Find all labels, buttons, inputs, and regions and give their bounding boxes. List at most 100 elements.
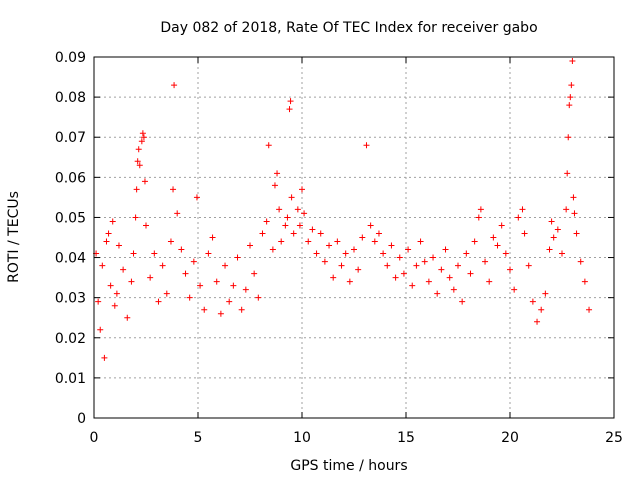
data-point: [384, 262, 391, 269]
data-point: [113, 290, 120, 297]
data-point: [130, 250, 137, 257]
data-point: [124, 314, 131, 321]
data-point: [569, 58, 576, 65]
data-point: [205, 250, 212, 257]
x-axis-label: GPS time / hours: [290, 458, 407, 474]
data-point: [548, 218, 555, 225]
data-point: [486, 278, 493, 285]
data-point: [105, 230, 112, 237]
data-point: [380, 250, 387, 257]
data-point: [111, 302, 118, 309]
plot-frame: [93, 56, 615, 419]
data-point: [351, 246, 357, 253]
data-point: [450, 286, 457, 293]
data-point: [222, 262, 229, 269]
data-point: [287, 98, 294, 105]
data-point: [132, 214, 139, 221]
data-point: [467, 270, 474, 277]
data-point: [570, 194, 577, 201]
y-tick-label: 0.03: [55, 291, 86, 307]
data-point: [170, 186, 177, 193]
x-tick-label: 10: [293, 430, 311, 446]
data-point: [136, 162, 143, 169]
data-point: [459, 298, 466, 305]
data-point: [494, 242, 501, 249]
data-point: [115, 242, 122, 249]
data-point: [255, 294, 262, 301]
data-point: [274, 170, 281, 177]
data-point: [238, 306, 245, 313]
data-point: [155, 298, 162, 305]
data-point: [197, 282, 204, 289]
data-point: [550, 234, 557, 241]
data-point: [109, 218, 116, 225]
data-point: [392, 274, 399, 281]
data-point: [330, 274, 337, 281]
data-point: [182, 270, 189, 277]
data-point: [396, 254, 403, 261]
data-point: [521, 230, 528, 237]
data-point: [525, 262, 532, 269]
data-point: [101, 354, 108, 361]
data-point: [282, 222, 289, 229]
data-point: [134, 158, 141, 165]
data-point: [511, 286, 518, 293]
data-point: [213, 278, 220, 285]
data-point: [334, 238, 341, 245]
x-tick-label: 15: [397, 430, 415, 446]
data-point: [301, 210, 308, 217]
data-point: [338, 262, 345, 269]
data-point: [515, 214, 522, 221]
data-point: [226, 298, 233, 305]
x-tick-label: 0: [90, 430, 99, 446]
y-axis-label: ROTI / TECUs: [6, 191, 22, 283]
data-point: [299, 186, 305, 193]
y-tick-label: 0: [77, 411, 86, 427]
x-tick-label: 25: [605, 430, 623, 446]
data-point: [498, 222, 505, 229]
data-point: [147, 274, 154, 281]
data-point: [388, 242, 395, 249]
data-point: [317, 230, 324, 237]
data-point: [95, 298, 102, 305]
data-point: [405, 246, 412, 253]
data-point: [564, 170, 571, 177]
data-point: [417, 238, 424, 245]
data-point: [581, 278, 588, 285]
data-point: [269, 246, 276, 253]
data-point: [313, 250, 320, 257]
data-point: [234, 254, 241, 261]
data-point: [566, 102, 573, 109]
data-point: [534, 318, 541, 325]
data-point: [201, 306, 208, 313]
data-point: [271, 182, 278, 189]
data-point: [375, 230, 382, 237]
data-point: [230, 282, 237, 289]
data-point: [209, 234, 216, 241]
chart-title: Day 082 of 2018, Rate Of TEC Index for r…: [160, 20, 537, 36]
data-point: [482, 258, 489, 265]
data-point: [242, 286, 249, 293]
data-point: [434, 290, 441, 297]
data-point: [346, 278, 353, 285]
data-point: [288, 194, 295, 201]
data-point: [135, 146, 142, 153]
data-point: [477, 206, 484, 213]
data-point: [363, 142, 370, 149]
data-point: [471, 238, 478, 245]
data-point: [174, 210, 181, 217]
data-point: [413, 262, 420, 269]
data-point: [577, 258, 584, 265]
data-point: [359, 234, 366, 241]
data-point: [554, 226, 561, 233]
data-point: [251, 270, 258, 277]
data-point: [278, 238, 285, 245]
data-point: [97, 326, 104, 333]
data-point: [367, 222, 374, 229]
y-tick-label: 0.04: [55, 251, 86, 267]
data-point: [140, 134, 147, 141]
data-point: [151, 250, 158, 257]
data-point: [573, 230, 580, 237]
data-point: [159, 262, 166, 269]
